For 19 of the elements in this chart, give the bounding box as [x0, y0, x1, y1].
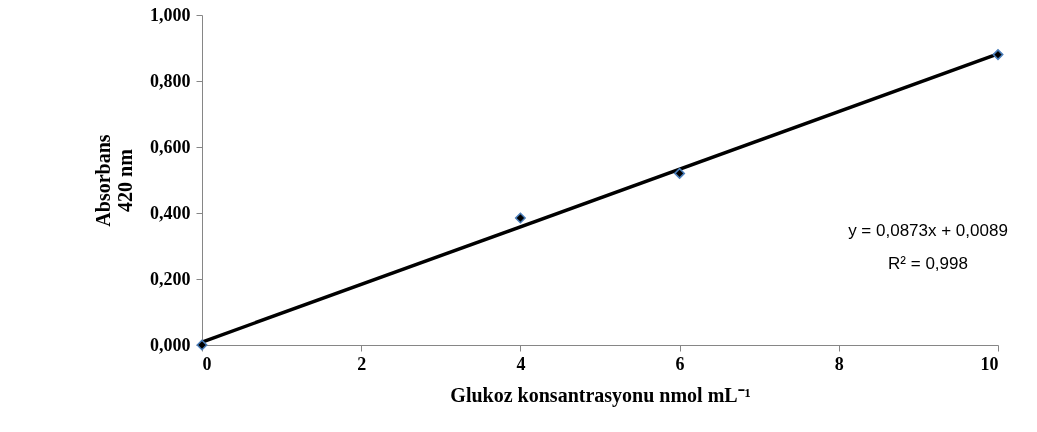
- x-tick-label: 0: [202, 353, 212, 374]
- x-tick-label: 6: [675, 353, 685, 374]
- y-tick-label: 0,600: [150, 136, 191, 157]
- y-tick-label: 0,200: [150, 268, 191, 289]
- y-axis-title: Absorbans 420 nm: [92, 134, 136, 227]
- x-tick-label: 4: [516, 353, 526, 374]
- y-tick-label: 0,800: [150, 70, 191, 91]
- annotation: R² = 0,998: [888, 254, 968, 273]
- annotation: y = 0,0873x + 0,0089: [848, 221, 1008, 240]
- x-tick-label: 10: [980, 353, 999, 374]
- x-tick-label: 8: [834, 353, 844, 374]
- x-tick-label: 2: [357, 353, 367, 374]
- y-tick-label: 0,000: [150, 334, 191, 355]
- x-axis-title: Glukoz konsantrasyonu nmol mL⁻¹: [450, 383, 751, 407]
- y-tick-label: 0,400: [150, 202, 191, 223]
- point: [674, 167, 686, 179]
- point: [992, 49, 1004, 61]
- point: [514, 212, 526, 224]
- y-tick-label: 1,000: [150, 4, 191, 25]
